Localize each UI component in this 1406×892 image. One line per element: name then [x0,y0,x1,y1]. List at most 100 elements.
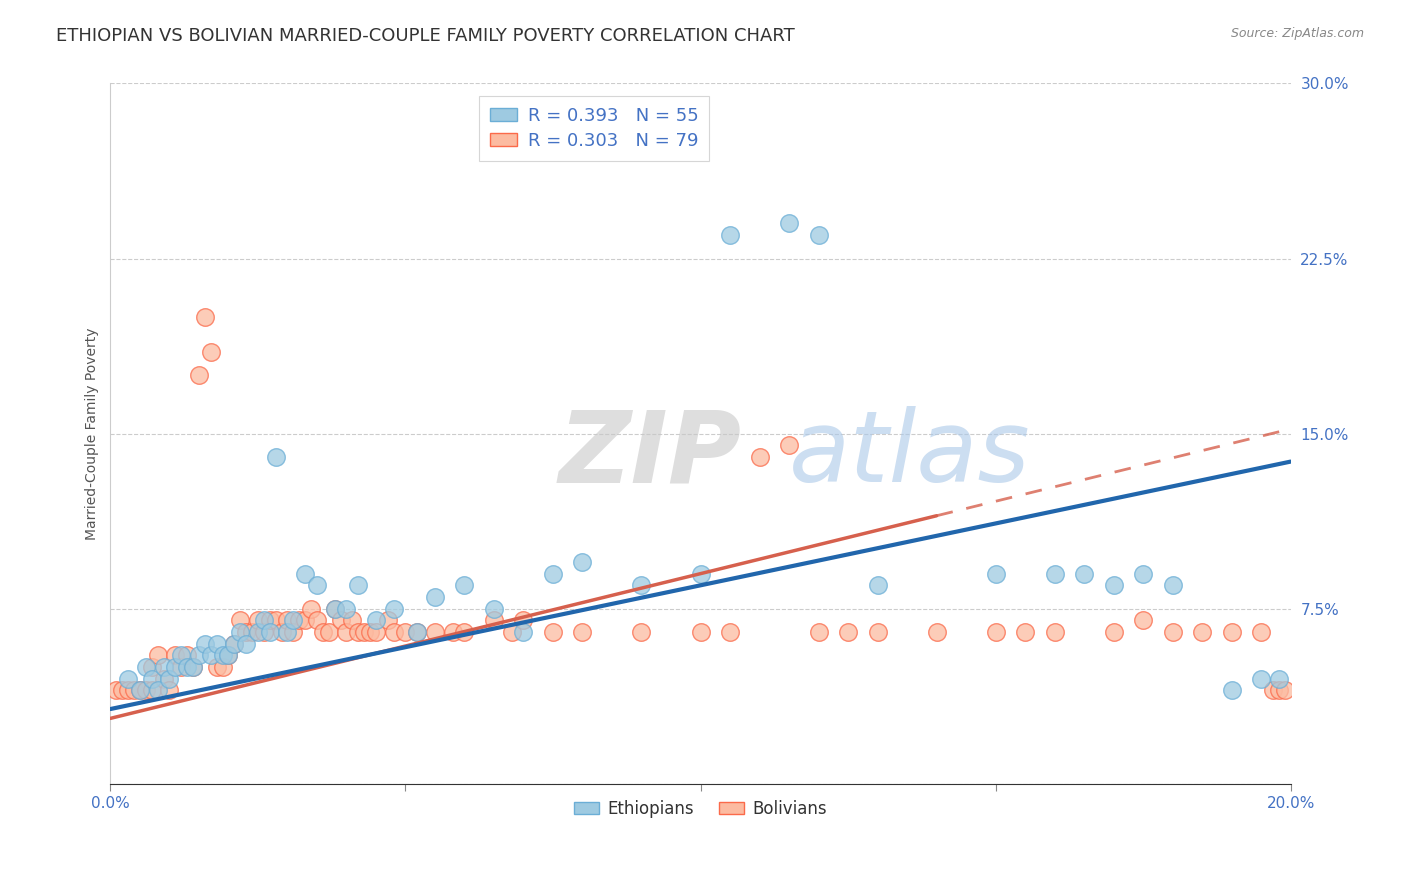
Point [482,601,505,615]
Text: Source: ZipAtlas.com: Source: ZipAtlas.com [1230,27,1364,40]
Point [866,625,889,640]
Point [778,438,800,452]
Point [406,625,429,640]
Point [117,683,139,698]
Point [176,648,198,663]
Point [181,660,204,674]
Point [305,578,328,592]
Point [837,625,859,640]
Point [441,625,464,640]
Point [176,660,198,674]
Point [382,601,405,615]
Point [229,625,252,640]
Point [1220,683,1243,698]
Point [294,613,316,627]
Point [453,625,475,640]
Point [217,648,239,663]
Legend: Ethiopians, Bolivians: Ethiopians, Bolivians [568,793,834,824]
Point [205,637,228,651]
Point [276,625,298,640]
Point [1268,672,1291,686]
Point [377,613,399,627]
Point [122,683,145,698]
Point [323,601,346,615]
Point [630,578,652,592]
Point [312,625,335,640]
Point [1191,625,1213,640]
Point [453,578,475,592]
Text: atlas: atlas [789,406,1031,503]
Point [925,625,948,640]
Point [630,625,652,640]
Point [129,683,152,698]
Point [264,613,287,627]
Point [181,660,204,674]
Point [1161,625,1184,640]
Point [305,613,328,627]
Point [1014,625,1036,640]
Point [406,625,429,640]
Point [217,648,239,663]
Point [157,683,180,698]
Point [335,625,357,640]
Point [394,625,416,640]
Point [1073,566,1095,581]
Point [984,566,1007,581]
Point [342,613,364,627]
Point [718,625,741,640]
Point [264,450,287,464]
Point [288,613,311,627]
Point [353,625,375,640]
Point [1274,683,1296,698]
Point [240,625,263,640]
Point [200,344,222,359]
Point [423,590,446,604]
Point [117,672,139,686]
Point [329,613,352,627]
Point [482,613,505,627]
Point [364,613,387,627]
Point [152,672,174,686]
Point [276,613,298,627]
Point [359,625,381,640]
Point [259,613,281,627]
Text: ETHIOPIAN VS BOLIVIAN MARRIED-COUPLE FAMILY POVERTY CORRELATION CHART: ETHIOPIAN VS BOLIVIAN MARRIED-COUPLE FAM… [56,27,794,45]
Point [141,672,163,686]
Point [157,672,180,686]
Point [512,625,534,640]
Point [205,660,228,674]
Point [211,648,233,663]
Point [1132,566,1154,581]
Point [294,566,316,581]
Point [105,683,128,698]
Point [512,613,534,627]
Point [1102,625,1125,640]
Point [318,625,340,640]
Point [299,601,322,615]
Point [1043,625,1066,640]
Point [807,625,830,640]
Point [270,625,292,640]
Point [141,660,163,674]
Point [165,648,187,663]
Point [135,660,157,674]
Point [200,648,222,663]
Point [347,625,370,640]
Point [1268,683,1291,698]
Point [382,625,405,640]
Point [283,613,305,627]
Point [1250,672,1272,686]
Point [748,450,770,464]
Point [1220,625,1243,640]
Point [141,683,163,698]
Point [778,217,800,231]
Point [135,683,157,698]
Point [984,625,1007,640]
Point [283,625,305,640]
Point [1261,683,1284,698]
Point [1161,578,1184,592]
Point [259,625,281,640]
Point [229,613,252,627]
Point [571,555,593,569]
Point [187,368,209,383]
